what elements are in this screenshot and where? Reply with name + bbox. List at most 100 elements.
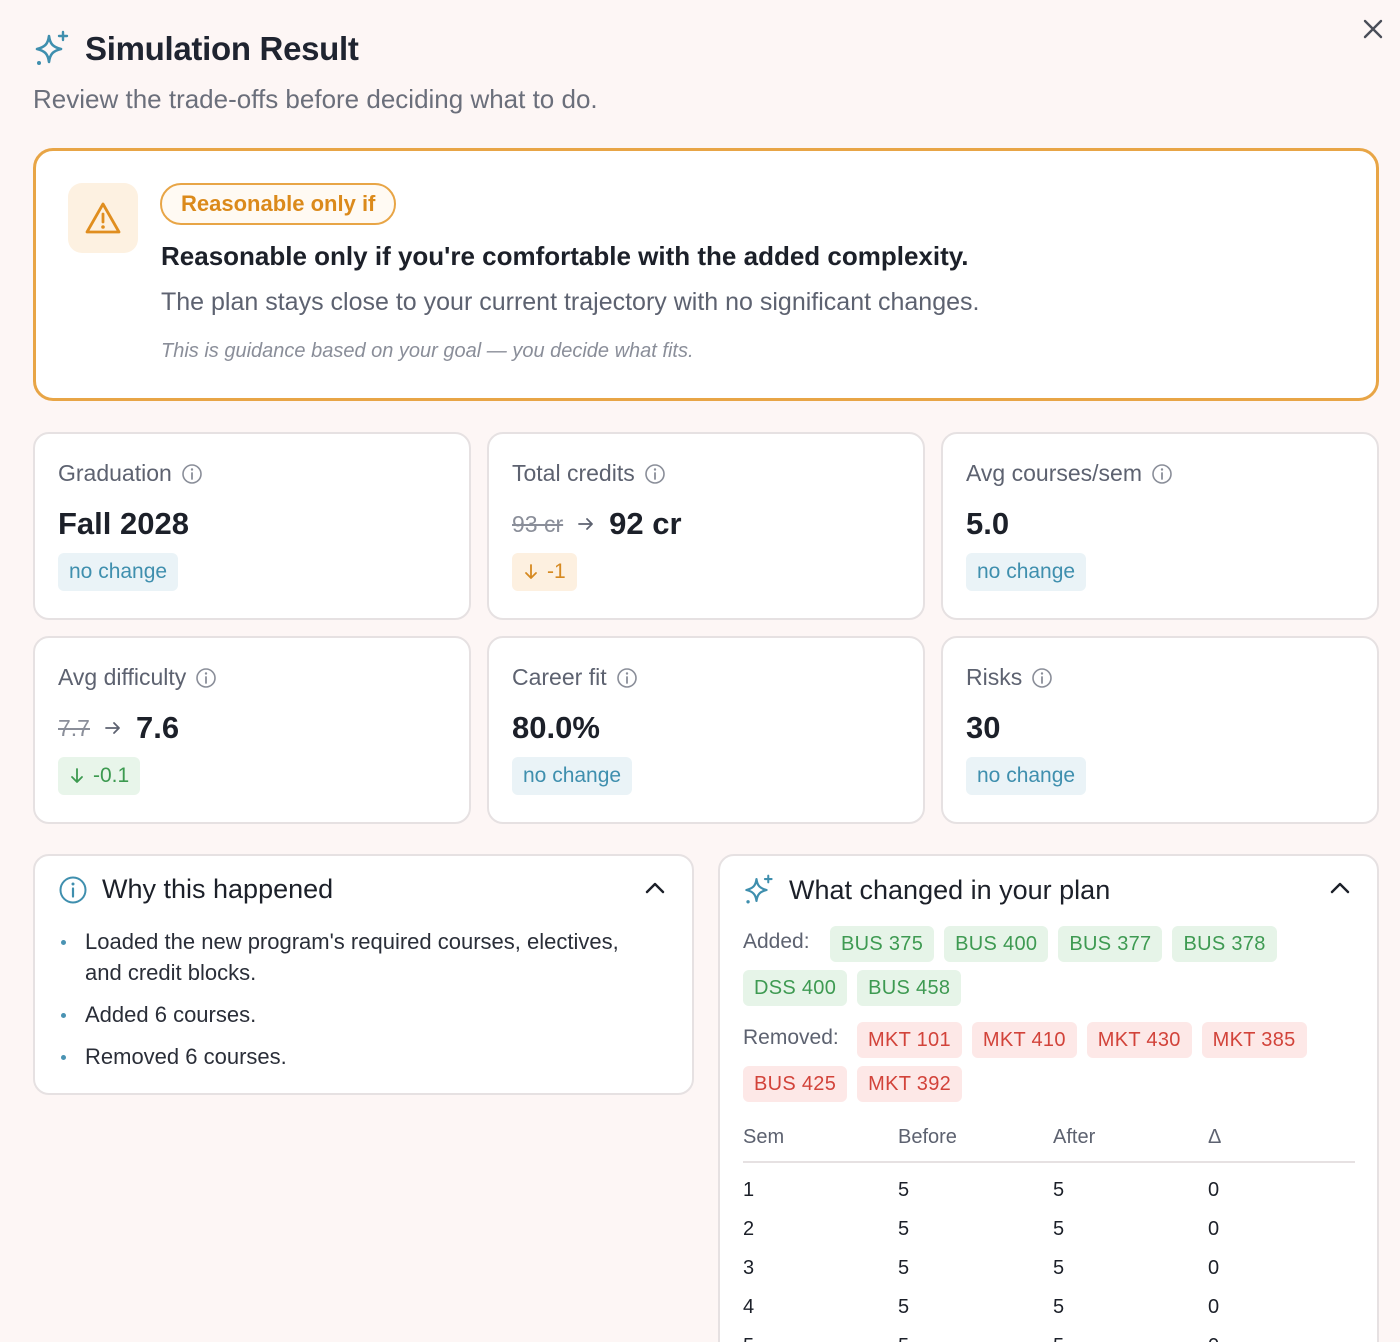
table-cell: 5 — [743, 1327, 898, 1342]
added-course-chip: BUS 378 — [1172, 926, 1277, 962]
sparkle-icon — [35, 30, 69, 65]
metric-value-text: 5.0 — [966, 506, 1010, 541]
close-button[interactable] — [1358, 14, 1388, 44]
info-icon[interactable] — [181, 463, 203, 485]
table-cell: 5 — [898, 1179, 910, 1201]
table-cell: 0 — [1208, 1218, 1220, 1240]
removed-course-chip: MKT 101 — [857, 1022, 962, 1058]
changes-panel-title: What changed in your plan — [789, 874, 1111, 905]
close-icon — [1363, 19, 1383, 39]
metric-card-risks: Risks 30 no change — [941, 636, 1379, 824]
why-list: Loaded the new program's required course… — [60, 926, 640, 1083]
info-icon[interactable] — [616, 667, 638, 689]
arrow-right-icon — [105, 722, 120, 734]
metric-label-text: Total credits — [512, 460, 635, 486]
metric-label: Avg difficulty — [58, 664, 217, 691]
recommendation-card: Reasonable only if Reasonable only if yo… — [33, 148, 1379, 401]
delta-badge: no change — [512, 757, 633, 795]
page-title: Simulation Result — [85, 30, 359, 67]
metric-label-text: Graduation — [58, 460, 172, 486]
metric-card-avg-difficulty: Avg difficulty 7.7 7.6 -0.1 — [33, 636, 471, 824]
table-header-row: Sem Before After Δ — [743, 1126, 1355, 1163]
table-row: 4 5 5 0 — [743, 1288, 1355, 1327]
metric-label-text: Avg courses/sem — [966, 460, 1142, 486]
table-cell: 0 — [1208, 1327, 1355, 1342]
table-cell: 5 — [1053, 1218, 1065, 1240]
why-panel-title: Why this happened — [102, 874, 334, 904]
delta-text: no change — [977, 560, 1076, 583]
metric-value-text: 30 — [966, 710, 1001, 745]
metric-value: 7.7 7.6 — [58, 710, 179, 746]
metric-value: 30 — [966, 710, 1000, 746]
added-course-chip: BUS 377 — [1058, 926, 1163, 962]
table-cell: 5 — [1053, 1179, 1065, 1201]
removed-course-chip: MKT 430 — [1086, 1022, 1192, 1058]
chevron-up-icon[interactable] — [1329, 880, 1351, 896]
delta-badge: no change — [966, 553, 1087, 591]
metric-label: Risks — [966, 664, 1053, 691]
delta-text: no change — [69, 560, 168, 583]
added-chips: BUS 375 BUS 400 BUS 377 BUS 378 — [830, 926, 1360, 962]
info-icon[interactable] — [195, 667, 217, 689]
metric-label: Avg courses/sem — [966, 460, 1173, 487]
warning-icon — [85, 202, 121, 234]
table-cell: 5 — [898, 1296, 910, 1318]
removed-course-chip: MKT 385 — [1201, 1022, 1307, 1058]
table-cell: 0 — [1208, 1296, 1220, 1318]
modal-header: Simulation Result Review the trade-offs … — [33, 28, 1353, 115]
table-row: 3 5 5 0 — [743, 1249, 1355, 1288]
table-cell: 0 — [1208, 1179, 1220, 1201]
metric-value: 93 cr 92 cr — [512, 506, 682, 542]
table-cell: 5 — [1053, 1296, 1065, 1318]
added-course-chip: BUS 458 — [857, 970, 962, 1006]
metric-label: Total credits — [512, 460, 666, 487]
changes-panel-header[interactable]: What changed in your plan — [743, 874, 1110, 906]
metric-label: Graduation — [58, 460, 203, 487]
metric-card-avg-courses: Avg courses/sem 5.0 no change — [941, 432, 1379, 620]
warning-icon-wrap — [68, 183, 138, 253]
added-course-chip: BUS 400 — [944, 926, 1049, 962]
table-cell: 5 — [898, 1327, 1053, 1342]
metric-card-career-fit: Career fit 80.0% no change — [487, 636, 925, 824]
column-header: After — [1053, 1126, 1208, 1163]
delta-text: -0.1 — [93, 764, 130, 787]
added-chips-wrap: DSS 400 BUS 458 — [743, 970, 1273, 1006]
removed-course-chip: BUS 425 — [743, 1066, 848, 1102]
info-icon[interactable] — [644, 463, 666, 485]
metric-label-text: Avg difficulty — [58, 664, 187, 690]
column-header: Before — [898, 1126, 1053, 1163]
arrow-down-icon — [525, 564, 537, 579]
table-cell: 5 — [1053, 1257, 1065, 1279]
column-header: Δ — [1208, 1126, 1355, 1163]
column-header: Sem — [743, 1126, 898, 1163]
semester-table: Sem Before After Δ 1 5 5 0 2 5 5 0 3 5 — [743, 1126, 1355, 1342]
info-icon[interactable] — [1031, 667, 1053, 689]
delta-badge: -0.1 — [58, 757, 141, 795]
metric-value: 80.0% — [512, 710, 600, 746]
recommendation-body: The plan stays close to your current tra… — [161, 288, 980, 316]
table-row: 2 5 5 0 — [743, 1210, 1355, 1249]
table-cell: 5 — [898, 1257, 910, 1279]
removed-course-chip: MKT 410 — [971, 1022, 1077, 1058]
metric-value: Fall 2028 — [58, 506, 189, 542]
metric-card-total-credits: Total credits 93 cr 92 cr -1 — [487, 432, 925, 620]
old-value: 93 cr — [512, 510, 564, 537]
table-cell: 0 — [1208, 1257, 1220, 1279]
chevron-up-icon[interactable] — [644, 880, 666, 896]
removed-label: Removed: — [743, 1026, 839, 1049]
info-icon[interactable] — [1151, 463, 1173, 485]
list-item: Removed 6 courses. — [60, 1041, 640, 1072]
old-value: 7.7 — [58, 714, 90, 741]
table-cell: 4 — [743, 1296, 755, 1318]
info-icon — [59, 876, 87, 903]
verdict-badge: Reasonable only if — [160, 183, 397, 225]
metric-value-text: 80.0% — [512, 710, 600, 745]
table-cell: 1 — [743, 1179, 755, 1201]
why-panel-header[interactable]: Why this happened — [58, 874, 333, 905]
removed-course-chip: MKT 392 — [857, 1066, 963, 1102]
delta-text: no change — [523, 764, 622, 787]
metric-label-text: Risks — [966, 664, 1023, 690]
table-cell: 3 — [743, 1257, 755, 1279]
removed-chips: MKT 101 MKT 410 MKT 430 MKT 385 — [857, 1022, 1387, 1058]
why-panel: Why this happened Loaded the new program… — [33, 854, 694, 1095]
